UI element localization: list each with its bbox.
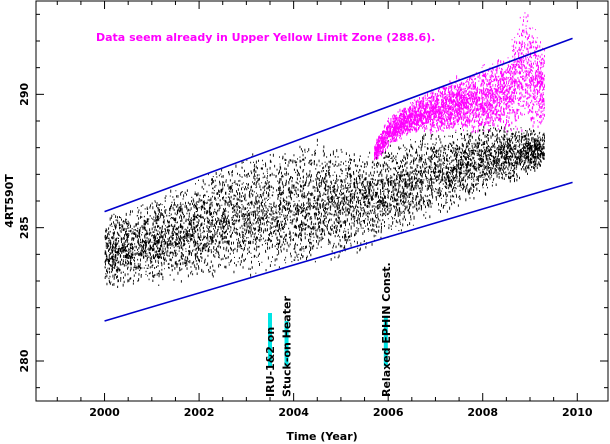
x-tick-label: 2000 — [89, 406, 120, 419]
event-marker-1 — [284, 321, 289, 367]
x-tick-label: 2008 — [467, 406, 498, 419]
trend-line-upper — [104, 37, 573, 213]
event-label-1: Stuck-on Heater — [281, 296, 294, 397]
event-label-0: IRU-1&2 on — [264, 327, 277, 397]
event-label-2: Relaxed EPHIN Const. — [380, 262, 393, 397]
x-tick-label: 2002 — [184, 406, 215, 419]
trend-line-lower — [104, 181, 573, 322]
axis-tick-labels: 2000 2002 2004 2006 2008 2010 280 285 290 — [18, 83, 593, 419]
data-series-1 — [374, 12, 545, 161]
trend-lines — [104, 37, 573, 322]
y-tick-label: 285 — [18, 216, 31, 239]
x-tick-label: 2010 — [562, 406, 593, 419]
event-markers: IRU-1&2 on Stuck-on Heater Relaxed EPHIN C… — [264, 262, 393, 397]
data-points — [104, 12, 545, 288]
x-axis-label: Time (Year) — [286, 430, 357, 443]
event-marker-0 — [268, 313, 272, 367]
y-tick-label: 280 — [18, 349, 31, 372]
y-axis-label: 4RT590T — [3, 174, 16, 228]
y-tick-label: 290 — [18, 83, 31, 106]
event-marker-2 — [383, 315, 388, 367]
chart-annotation: Data seem already in Upper Yellow Limit … — [96, 31, 435, 44]
axis-ticks — [36, 1, 608, 401]
x-tick-label: 2004 — [278, 406, 309, 419]
x-tick-label: 2006 — [373, 406, 404, 419]
